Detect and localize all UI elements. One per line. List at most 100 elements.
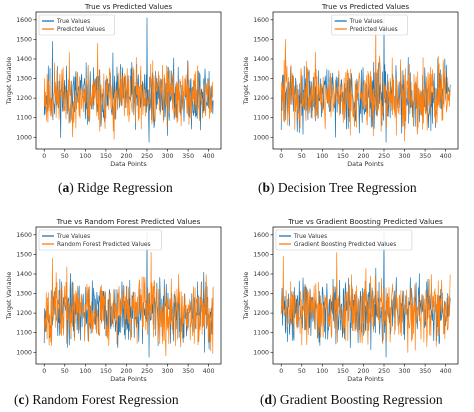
caption-b-text: Decision Tree Regression [277, 180, 417, 195]
y-axis-label: Target Variable [5, 272, 13, 321]
legend-box [331, 14, 408, 36]
x-axis-label: Data Points [110, 375, 147, 383]
x-tick-label: 250 [141, 153, 153, 160]
x-tick-label: 0 [279, 153, 283, 160]
caption-b: (b) Decision Tree Regression [258, 180, 417, 195]
chart-title: True vs Predicted Values [84, 2, 173, 11]
x-tick-label: 350 [419, 368, 431, 375]
series-line-predicted [43, 252, 214, 357]
y-tick-label: 1500 [16, 36, 32, 43]
x-tick-label: 200 [358, 368, 370, 375]
y-tick-label: 1000 [16, 134, 32, 141]
y-tick-label: 1200 [16, 95, 32, 102]
caption-a: (a) Ridge Regression [58, 180, 173, 195]
plot-frame [272, 11, 459, 150]
y-tick-label: 1200 [253, 310, 269, 317]
legend-label: Random Forest Predicted Values [57, 242, 150, 248]
x-tick-label: 250 [378, 153, 390, 160]
y-tick-label: 1500 [253, 36, 269, 43]
y-axis-label: Target Variable [242, 272, 250, 321]
legend-label: True Values [349, 19, 383, 25]
chart-title: True vs Gradient Boosting Predicted Valu… [287, 217, 443, 226]
chart-svg-d: True vs Gradient Boosting Predicted Valu… [242, 217, 459, 383]
plot-frame [35, 226, 222, 365]
y-tick-label: 1600 [16, 17, 32, 24]
series-line-predicted [43, 42, 214, 140]
legend-box [38, 229, 162, 251]
y-tick-label: 1500 [253, 251, 269, 258]
y-tick-label: 1600 [16, 232, 32, 239]
y-tick-label: 1400 [253, 56, 269, 63]
x-tick-label: 150 [100, 368, 112, 375]
x-tick-label: 200 [121, 153, 133, 160]
legend-label: Predicted Values [350, 27, 398, 33]
caption-c-text: Random Forest Regression [32, 392, 179, 407]
y-axis-label: Target Variable [5, 57, 13, 106]
x-tick-label: 50 [61, 368, 69, 375]
chart-svg-c: True vs Random Forest Predicted Values 0 5… [5, 217, 222, 383]
caption-a-letter: a [62, 180, 70, 195]
y-tick-label: 1600 [253, 232, 269, 239]
y-tick-label: 1200 [16, 310, 32, 317]
x-tick-label: 400 [203, 153, 215, 160]
chart-title: True vs Predicted Values [321, 2, 410, 11]
x-axis-label: Data Points [347, 375, 384, 383]
x-tick-label: 100 [316, 368, 328, 375]
legend-label: True Values [56, 19, 90, 25]
chart-panel-a: True vs Predicted Values 0 50 100 150 200 250 3… [0, 0, 237, 170]
legend-label: True Values [56, 234, 90, 240]
chart-panel-b: True vs Predicted Values 0 50 100 150 200 250 3… [237, 0, 474, 170]
y-tick-label: 1600 [253, 17, 269, 24]
x-tick-label: 200 [121, 368, 133, 375]
x-tick-label: 0 [42, 153, 46, 160]
series-line-predicted [280, 252, 451, 353]
y-tick-label: 1300 [16, 291, 32, 298]
legend-label: Gradient Boosting Predicted Values [294, 242, 396, 248]
x-tick-label: 300 [162, 368, 174, 375]
legend-label: Predicted Values [57, 27, 105, 33]
plot-frame [272, 226, 459, 365]
x-tick-label: 100 [316, 153, 328, 160]
caption-c: (c) Random Forest Regression [14, 392, 179, 407]
x-tick-label: 300 [162, 153, 174, 160]
y-tick-label: 1400 [16, 56, 32, 63]
x-tick-label: 50 [298, 368, 306, 375]
x-tick-label: 300 [399, 153, 411, 160]
chart-title: True vs Random Forest Predicted Values [56, 217, 201, 226]
y-tick-label: 1200 [253, 95, 269, 102]
series-line-true [280, 17, 451, 143]
x-tick-label: 400 [440, 153, 452, 160]
caption-d-letter: d [264, 392, 273, 407]
y-tick-label: 1000 [16, 349, 32, 356]
caption-d: (d) Gradient Boosting Regression [260, 392, 443, 407]
y-tick-label: 1500 [16, 251, 32, 258]
y-tick-label: 1400 [16, 271, 32, 278]
x-tick-label: 100 [79, 153, 91, 160]
y-tick-label: 1300 [253, 291, 269, 298]
caption-a-text: Ridge Regression [77, 180, 173, 195]
x-tick-label: 150 [337, 368, 349, 375]
y-tick-label: 1100 [16, 330, 32, 337]
plot-frame [35, 11, 222, 150]
x-tick-label: 150 [337, 153, 349, 160]
x-axis-label: Data Points [347, 160, 384, 168]
chart-svg-a: True vs Predicted Values 0 50 100 150 200 250 3… [5, 2, 222, 168]
x-tick-label: 300 [399, 368, 411, 375]
y-tick-label: 1100 [253, 115, 269, 122]
y-tick-label: 1100 [16, 115, 32, 122]
series-line-true [280, 232, 451, 358]
chart-panel-d: True vs Gradient Boosting Predicted Valu… [237, 208, 474, 383]
x-axis-label: Data Points [110, 160, 147, 168]
x-tick-label: 50 [298, 153, 306, 160]
legend-label: True Values [293, 234, 327, 240]
x-tick-label: 50 [61, 153, 69, 160]
y-axis-label: Target Variable [242, 57, 250, 106]
y-tick-label: 1300 [253, 76, 269, 83]
legend-box [38, 14, 115, 36]
x-tick-label: 350 [182, 153, 194, 160]
x-tick-label: 200 [358, 153, 370, 160]
y-tick-label: 1000 [253, 349, 269, 356]
x-tick-label: 350 [182, 368, 194, 375]
legend-box [275, 229, 413, 251]
x-tick-label: 150 [100, 153, 112, 160]
